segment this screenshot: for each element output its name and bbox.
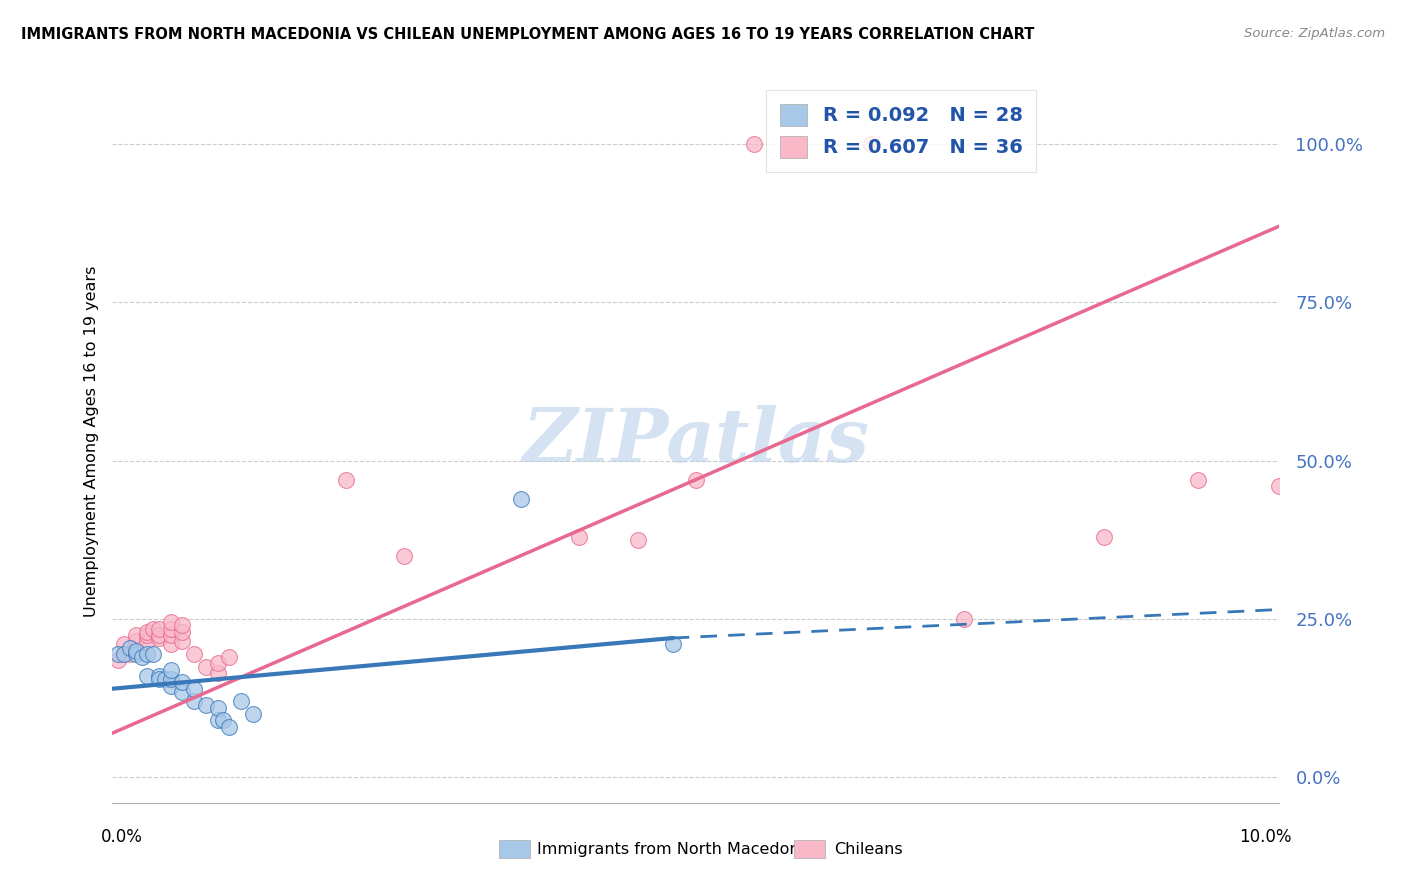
Text: Source: ZipAtlas.com: Source: ZipAtlas.com	[1244, 27, 1385, 40]
Point	[685, 473, 707, 487]
Point	[568, 530, 591, 544]
Point	[1268, 479, 1291, 493]
Point	[142, 622, 165, 636]
Point	[335, 473, 357, 487]
Point	[953, 612, 976, 626]
Point	[148, 628, 170, 642]
Point	[125, 634, 148, 648]
Point	[172, 618, 194, 632]
Point	[1187, 473, 1209, 487]
Text: Immigrants from North Macedonia: Immigrants from North Macedonia	[537, 842, 814, 856]
Point	[125, 647, 148, 661]
Point	[131, 650, 153, 665]
Point	[172, 634, 194, 648]
Text: 10.0%: 10.0%	[1239, 828, 1291, 847]
Point	[218, 720, 240, 734]
Point	[112, 647, 135, 661]
Point	[1094, 530, 1116, 544]
Y-axis label: Unemployment Among Ages 16 to 19 years: Unemployment Among Ages 16 to 19 years	[83, 266, 98, 617]
Point	[112, 637, 135, 651]
Point	[160, 679, 183, 693]
Point	[627, 533, 650, 547]
Point	[218, 650, 240, 665]
Point	[860, 136, 883, 151]
Point	[207, 657, 229, 671]
Text: Chileans: Chileans	[834, 842, 903, 856]
Point	[183, 681, 205, 696]
Point	[183, 647, 205, 661]
Point	[194, 698, 217, 712]
Point	[207, 700, 229, 714]
Point	[194, 659, 217, 673]
Point	[148, 669, 170, 683]
Point	[207, 665, 229, 680]
Point	[107, 647, 129, 661]
Point	[142, 647, 165, 661]
Point	[742, 136, 765, 151]
Text: ZIPatlas: ZIPatlas	[523, 405, 869, 478]
Point	[136, 669, 159, 683]
Point	[160, 622, 183, 636]
Point	[394, 549, 416, 563]
Point	[125, 643, 148, 657]
Point	[125, 628, 148, 642]
Point	[136, 634, 159, 648]
Point	[136, 624, 159, 639]
Legend: R = 0.092   N = 28, R = 0.607   N = 36: R = 0.092 N = 28, R = 0.607 N = 36	[766, 90, 1036, 172]
Point	[153, 672, 176, 686]
Point	[136, 647, 159, 661]
Point	[160, 628, 183, 642]
Point	[118, 640, 141, 655]
Point	[183, 694, 205, 708]
Point	[160, 663, 183, 677]
Point	[212, 714, 235, 728]
Point	[160, 637, 183, 651]
Point	[160, 672, 183, 686]
Point	[118, 647, 141, 661]
Point	[172, 685, 194, 699]
Point	[136, 628, 159, 642]
Point	[242, 707, 264, 722]
Point	[172, 675, 194, 690]
Point	[148, 622, 170, 636]
Point	[160, 615, 183, 630]
Point	[148, 672, 170, 686]
Point	[207, 714, 229, 728]
Point	[509, 491, 531, 506]
Point	[229, 694, 252, 708]
Point	[172, 624, 194, 639]
Point	[661, 637, 683, 651]
Text: IMMIGRANTS FROM NORTH MACEDONIA VS CHILEAN UNEMPLOYMENT AMONG AGES 16 TO 19 YEAR: IMMIGRANTS FROM NORTH MACEDONIA VS CHILE…	[21, 27, 1035, 42]
Point	[148, 631, 170, 645]
Point	[107, 653, 129, 667]
Point	[112, 647, 135, 661]
Text: 0.0%: 0.0%	[101, 828, 142, 847]
